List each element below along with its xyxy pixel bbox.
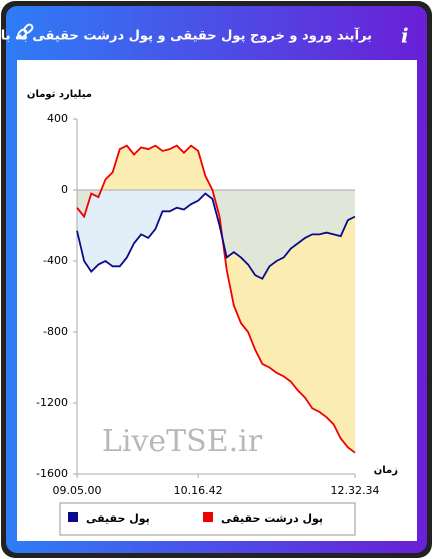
y-tick-label: -400 [43,254,68,267]
line [76,144,356,454]
info-icon[interactable]: i [401,24,409,48]
legend-label: پول حقیقی [86,512,150,525]
area [77,190,355,279]
x-tick-label: 10.16.42 [174,484,223,497]
y-tick-label: 0 [61,183,68,196]
link-icon [17,23,34,39]
header-title: برآیند ورود و خروج پول حقیقی و پول درشت … [0,27,372,44]
x-tick-label: 12.32.34 [331,484,380,497]
y-tick-label: 400 [47,112,68,125]
line [76,192,356,280]
x-tick-label: 09.05.00 [53,484,102,497]
y-tick-label: -1200 [36,396,68,409]
y-axis-label: میلیارد تومان [27,89,92,100]
legend-marker [68,512,78,522]
legend-label: پول درشت حقیقی [221,512,323,525]
x-axis-label: زمان [374,465,398,476]
legend-box [59,502,356,536]
legend-marker [203,512,213,522]
y-tick-label: -800 [43,325,68,338]
y-tick-label: -1600 [36,467,68,480]
watermark: LiveTSE.ir [102,424,263,459]
